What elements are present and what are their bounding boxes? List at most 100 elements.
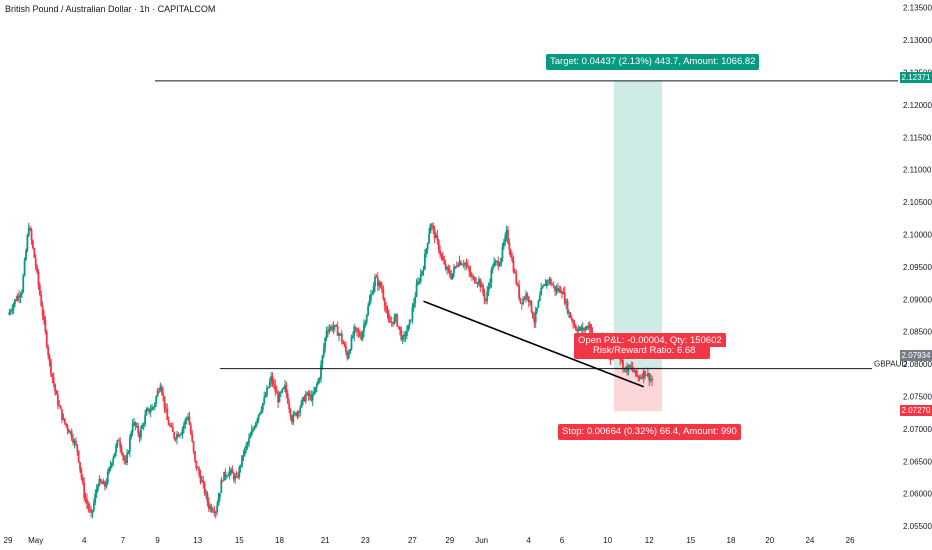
candle-body xyxy=(472,276,475,278)
candle-body xyxy=(351,335,354,338)
candle-body xyxy=(52,377,55,385)
candle-body xyxy=(634,369,637,373)
candle-body xyxy=(422,269,425,272)
candle-body xyxy=(202,480,205,484)
target-zone[interactable] xyxy=(614,80,662,369)
candle-body xyxy=(104,481,106,487)
candle-body xyxy=(271,376,274,384)
x-tick-label: 12 xyxy=(645,536,654,545)
candle-body xyxy=(563,292,566,304)
candle-body xyxy=(84,497,87,500)
candle-body xyxy=(584,328,587,331)
candle-body xyxy=(288,403,291,410)
candle-body xyxy=(253,427,256,429)
candle-body xyxy=(408,320,411,325)
y-tick-label: 2.06000 xyxy=(903,490,932,499)
candle-body xyxy=(507,229,509,243)
price-tag-target: 2.12371 xyxy=(900,72,932,83)
pnl-label[interactable]: Open P&L: -0.00004, Qty: 150602 xyxy=(574,333,726,347)
x-tick-label: 23 xyxy=(361,536,370,545)
candle-body xyxy=(339,333,342,335)
y-tick-label: 2.13000 xyxy=(903,36,932,45)
candle-body xyxy=(372,286,375,294)
candle-body xyxy=(322,347,325,356)
candle-body xyxy=(385,306,388,311)
candle-body xyxy=(425,248,428,254)
candle-body xyxy=(144,415,147,425)
candle-body xyxy=(426,243,429,249)
candle-body xyxy=(641,376,644,379)
candle-body xyxy=(508,242,511,251)
candle-body xyxy=(628,365,631,368)
chart-title: British Pound / Australian Dollar · 1h ·… xyxy=(5,4,216,14)
candle-body xyxy=(65,423,68,426)
candle-body xyxy=(117,440,120,442)
candle-body xyxy=(432,225,435,229)
x-tick-label: 4 xyxy=(527,536,532,545)
candle-body xyxy=(88,508,91,510)
candle-body xyxy=(249,435,252,439)
candle-body xyxy=(9,311,12,313)
stop-label[interactable]: Stop: 0.00664 (0.32%) 66.4, Amount: 990 xyxy=(558,424,741,440)
candle-body xyxy=(329,326,332,329)
candle-body xyxy=(590,324,592,333)
candle-body xyxy=(314,387,317,393)
candle-body xyxy=(58,405,61,406)
candle-body xyxy=(44,319,47,332)
candle-body xyxy=(566,300,569,313)
candle-body xyxy=(274,384,277,392)
candle-body xyxy=(500,258,502,266)
candle-body xyxy=(358,332,361,337)
candle-body xyxy=(124,460,127,463)
candle-body xyxy=(473,276,476,283)
candle-body xyxy=(275,391,278,394)
candle-body xyxy=(255,422,257,428)
y-tick-label: 2.09000 xyxy=(903,295,932,304)
candle-body xyxy=(178,434,181,437)
candle-body xyxy=(134,422,137,427)
candle-body xyxy=(170,425,173,427)
candle-body xyxy=(174,438,177,440)
x-tick-label: 24 xyxy=(805,536,814,545)
candle-body xyxy=(102,481,105,485)
candle-body xyxy=(289,409,292,417)
x-tick-label: 29 xyxy=(445,536,454,545)
candle-body xyxy=(241,455,243,467)
candle-body xyxy=(277,393,279,403)
candle-body xyxy=(291,416,293,423)
candle-body xyxy=(177,434,180,437)
y-tick-label: 2.06500 xyxy=(903,457,932,466)
candle-body xyxy=(278,393,281,403)
x-tick-label: 10 xyxy=(603,536,612,545)
candle-body xyxy=(92,502,95,510)
candle-body xyxy=(73,440,76,443)
candle-body xyxy=(399,327,401,331)
candle-body xyxy=(504,235,507,243)
candle-body xyxy=(227,475,230,477)
candle-body xyxy=(261,403,264,410)
candle-body xyxy=(417,281,419,285)
candle-body xyxy=(256,419,259,423)
candle-body xyxy=(263,397,266,404)
candle-body xyxy=(184,419,187,425)
candle-body xyxy=(19,294,22,298)
candle-body xyxy=(15,299,18,301)
candle-body xyxy=(475,282,478,284)
candle-body xyxy=(153,403,156,408)
trend-line[interactable] xyxy=(423,300,645,388)
candle-body xyxy=(493,262,496,267)
candle-body xyxy=(68,429,70,433)
candle-body xyxy=(90,509,92,513)
target-label[interactable]: Target: 0.04437 (2.13%) 443.7, Amount: 1… xyxy=(546,54,760,70)
y-tick-label: 2.11500 xyxy=(903,133,932,142)
candle-body xyxy=(459,261,462,265)
candle-body xyxy=(56,394,59,406)
candle-body xyxy=(223,471,225,481)
candle-body xyxy=(199,474,202,482)
candle-body xyxy=(239,466,242,468)
candle-body xyxy=(440,254,443,256)
candle-body xyxy=(286,394,289,404)
rr-label[interactable]: Risk/Reward Ratio: 6.68 xyxy=(574,345,711,359)
candle-body xyxy=(392,321,394,324)
